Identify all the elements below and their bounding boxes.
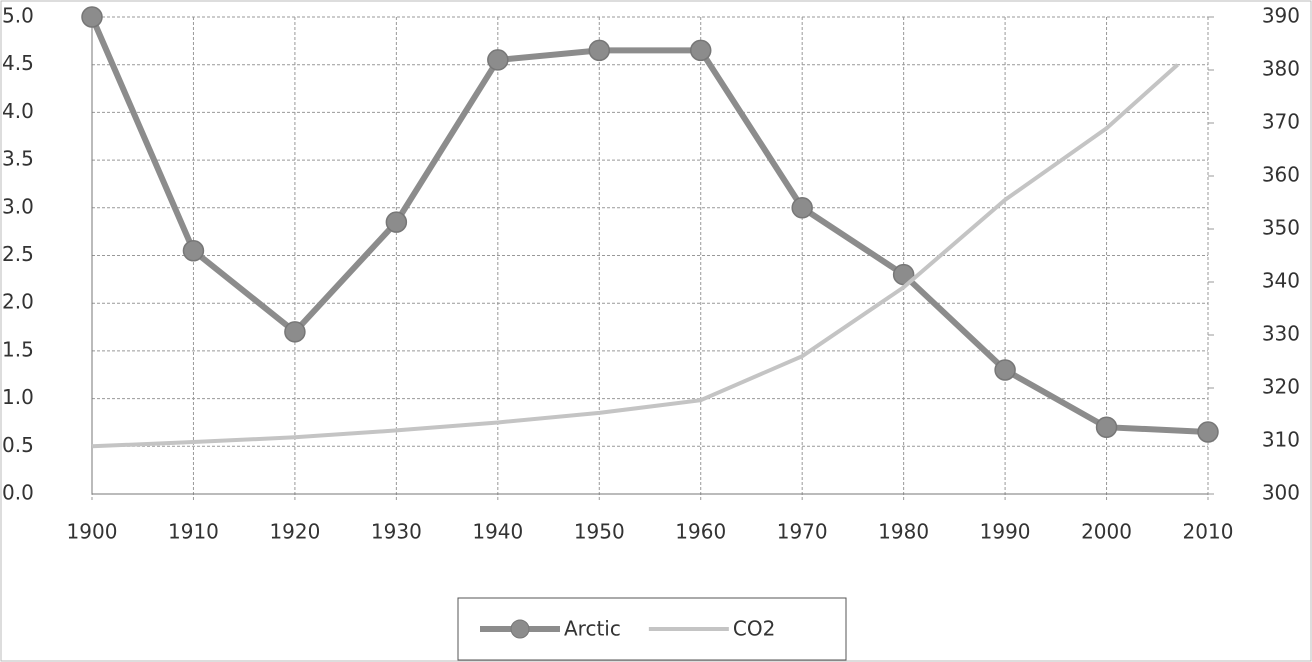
x-tick-label: 1940: [472, 520, 523, 544]
x-tick-label: 1950: [574, 520, 625, 544]
x-tick-label: 1970: [777, 520, 828, 544]
y2-tick-label: 300: [1262, 481, 1300, 505]
x-tick-label: 1910: [168, 520, 219, 544]
y-tick-label: 2.5: [2, 242, 34, 266]
y2-tick-label: 370: [1262, 110, 1300, 134]
y-tick-label: 3.0: [2, 194, 34, 218]
y-tick-label: 5.0: [2, 4, 34, 28]
x-tick-label: 1930: [371, 520, 422, 544]
y-tick-label: 4.5: [2, 51, 34, 75]
marker: [994, 359, 1016, 381]
x-tick-label: 1960: [675, 520, 726, 544]
y2-tick-label: 340: [1262, 269, 1300, 293]
marker: [892, 263, 915, 286]
y-tick-label: 4.0: [2, 99, 34, 123]
x-tick-label: 1990: [980, 520, 1031, 544]
y-tick-label: 2.0: [2, 290, 34, 314]
y-tick-label: 0.5: [2, 433, 34, 457]
x-tick-label: 2010: [1183, 520, 1234, 544]
x-tick-label: 2000: [1081, 520, 1132, 544]
y-tick-label: 0.0: [2, 481, 34, 505]
series-line: [91, 63, 1179, 449]
x-tick-label: 1920: [269, 520, 320, 544]
y-tick-label: 1.0: [2, 385, 34, 409]
marker: [81, 6, 103, 28]
y-tick-label: 1.5: [2, 337, 34, 361]
series-line: [89, 15, 1209, 435]
y2-tick-label: 390: [1262, 4, 1300, 28]
marker: [1095, 416, 1118, 438]
y2-tick-label: 380: [1262, 57, 1300, 81]
marker: [1197, 421, 1219, 443]
marker: [588, 39, 611, 62]
marker: [689, 39, 712, 62]
y2-tick-label: 360: [1262, 163, 1300, 187]
y2-tick-label: 310: [1262, 428, 1300, 452]
marker: [487, 49, 509, 71]
y2-tick-label: 350: [1262, 216, 1300, 240]
x-tick-label: 1980: [878, 520, 929, 544]
y2-tick-label: 330: [1262, 322, 1300, 346]
y-tick-label: 3.5: [2, 147, 34, 171]
legend-label: Arctic: [564, 617, 621, 641]
marker: [791, 197, 813, 219]
legend-label: CO2: [733, 617, 775, 641]
marker: [182, 239, 205, 262]
legend-marker: [510, 619, 530, 639]
y2-tick-label: 320: [1262, 375, 1300, 399]
x-tick-label: 1900: [67, 520, 118, 544]
marker: [284, 321, 306, 343]
marker: [385, 211, 408, 233]
